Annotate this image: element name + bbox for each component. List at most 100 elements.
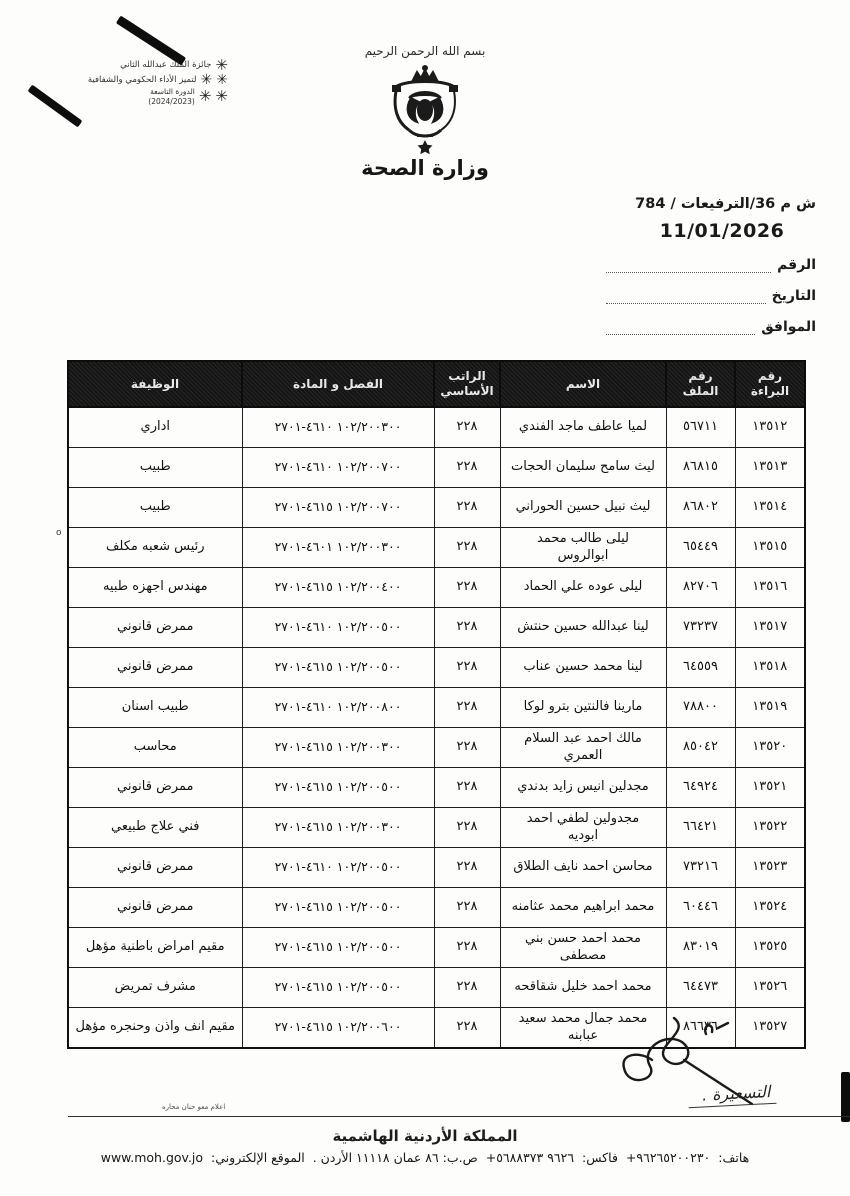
- cell-name: ليلى طالب محمد ابوالروس: [499, 527, 667, 568]
- award-line-1: جائزة الملك عبدالله الثاني: [120, 60, 212, 71]
- cell-chapter-article: ١٠٢/٢٠٠٦٠٠ ٤٦١٥-٢٧٠١: [241, 1007, 435, 1049]
- cell-salary: ٢٢٨: [433, 807, 501, 848]
- footer-tiny-note: اعلام معو حنان محاره: [162, 1103, 226, 1111]
- cell-chapter-article: ١٠٢/٢٠٠٣٠٠ ٤٦١٥-٢٧٠١: [241, 727, 435, 768]
- table-row: ١٣٥١٩ ٧٨٨٠٠ مارينا فالنتين بترو لوكا ٢٢٨ ١٠٢…: [67, 687, 806, 728]
- cell-name: لينا محمد حسين عناب: [499, 647, 667, 688]
- cell-file-no: ٥٦٧١١: [665, 406, 736, 448]
- cell-file-no: ٧٣٢٣٧: [665, 607, 736, 648]
- field-corresponding: الموافق: [606, 304, 816, 335]
- cell-salary: ٢٢٨: [433, 447, 501, 488]
- phone-number: +٩٦٢٦٥٢٠٠٢٣٠: [625, 1150, 711, 1165]
- cell-job: ممرض قانوني: [67, 847, 243, 888]
- table-row: ١٣٥١٤ ٨٦٨٠٢ ليث نبيل حسين الحوراني ٢٢٨ ١٠٢/٢…: [67, 487, 806, 528]
- cell-file-no: ٦٤٩٢٤: [665, 767, 736, 808]
- cell-name: ليث سامح سليمان الحجات: [499, 447, 667, 488]
- table-row: ١٣٥١٨ ٦٤٥٥٩ لينا محمد حسين عناب ٢٢٨ ١٠٢/٢٠٠٥…: [67, 647, 806, 688]
- cell-name: مارينا فالنتين بترو لوكا: [499, 687, 667, 728]
- column-header: الاسم: [499, 360, 667, 408]
- dotted-line: [606, 318, 756, 335]
- cell-name: محمد جمال محمد سعيد عبابنه: [499, 1007, 667, 1049]
- cell-job: ممرض قانوني: [67, 767, 243, 808]
- fax-number: +٩٦٢٦ ٥٦٨٨٣٧٣: [485, 1150, 575, 1165]
- cell-file-no: ٦٤٤٧٣: [665, 967, 736, 1008]
- table-row: ١٣٥٢٢ ٦٦٤٢١ مجدولين لطفي احمد ابوديه ٢٢٨ ١٠٢…: [67, 807, 806, 848]
- table-row: ١٣٥١٣ ٨٦٨١٥ ليث سامح سليمان الحجات ٢٢٨ ١٠٢/٢…: [67, 447, 806, 488]
- number-label: الرقم: [777, 257, 816, 273]
- cell-chapter-article: ١٠٢/٢٠٠٣٠٠ ٤٦١٠-٢٧٠١: [241, 406, 435, 448]
- cell-name: مجدولين لطفي احمد ابوديه: [499, 807, 667, 848]
- cell-file-no: ٨٥٠٤٢: [665, 727, 736, 768]
- cell-job: مقيم انف واذن وحنجره مؤهل: [67, 1007, 243, 1049]
- cell-job: ممرض قانوني: [67, 647, 243, 688]
- cell-chapter-article: ١٠٢/٢٠٠٧٠٠ ٤٦١٠-٢٧٠١: [241, 447, 435, 488]
- cell-salary: ٢٢٨: [433, 567, 501, 608]
- pobox-text: ص.ب: ٨٦ عمان ١١١١٨ الأردن .: [312, 1150, 478, 1165]
- cell-decree-no: ١٣٥٢٣: [734, 847, 806, 888]
- star-icon: ✳: [216, 72, 228, 88]
- cell-name: محمد احمد خليل شقاقحه: [499, 967, 667, 1008]
- cell-decree-no: ١٣٥١٢: [734, 406, 806, 448]
- reference-number: ش م 36/الترفيعات / 784: [635, 196, 816, 212]
- cell-salary: ٢٢٨: [433, 767, 501, 808]
- cell-file-no: ٧٨٨٠٠: [665, 687, 736, 728]
- cell-file-no: ٨٦٦٣٦: [665, 1007, 736, 1049]
- field-date: التاريخ: [606, 273, 816, 304]
- cell-decree-no: ١٣٥٢٢: [734, 807, 806, 848]
- handwritten-signature: [622, 1016, 754, 1106]
- cell-chapter-article: ١٠٢/٢٠٠٨٠٠ ٤٦١٠-٢٧٠١: [241, 687, 435, 728]
- cell-salary: ٢٢٨: [433, 687, 501, 728]
- cell-salary: ٢٢٨: [433, 967, 501, 1008]
- table-row: ١٣٥٢١ ٦٤٩٢٤ مجدلين انيس زايد بدندي ٢٢٨ ١٠٢/٢…: [67, 767, 806, 808]
- cell-salary: ٢٢٨: [433, 527, 501, 568]
- cell-name: لميا عاطف ماجد الفندي: [499, 406, 667, 448]
- cell-salary: ٢٢٨: [433, 607, 501, 648]
- cell-name: لينا عبدالله حسين حنتش: [499, 607, 667, 648]
- cell-name: ليث نبيل حسين الحوراني: [499, 487, 667, 528]
- cell-salary: ٢٢٨: [433, 647, 501, 688]
- kingdom-title: المملكة الأردنية الهاشمية: [332, 1127, 518, 1145]
- phone-label: هاتف:: [718, 1150, 750, 1165]
- cell-decree-no: ١٣٥١٦: [734, 567, 806, 608]
- cell-job: طبيب: [67, 447, 243, 488]
- cell-decree-no: ١٣٥١٨: [734, 647, 806, 688]
- cell-decree-no: ١٣٥٢٥: [734, 927, 806, 968]
- table-row: ١٣٥٢٧ ٨٦٦٣٦ محمد جمال محمد سعيد عبابنه ٢٢٨ ١…: [67, 1007, 806, 1049]
- table-row: ١٣٥٢٣ ٧٣٢١٦ محاسن احمد نايف الطلاق ٢٢٨ ١٠٢/٢…: [67, 847, 806, 888]
- cell-salary: ٢٢٨: [433, 1007, 501, 1049]
- star-icon: ✳: [198, 87, 212, 106]
- cell-decree-no: ١٣٥١٥: [734, 527, 806, 568]
- cell-job: ممرض قانوني: [67, 887, 243, 928]
- website-label: الموقع الإلكتروني:: [211, 1150, 305, 1165]
- date-label: التاريخ: [771, 288, 816, 304]
- cell-chapter-article: ١٠٢/٢٠٠٥٠٠ ٤٦١٠-٢٧٠١: [241, 607, 435, 648]
- cell-name: محمد احمد حسن بني مصطفى: [499, 927, 667, 968]
- cell-name: محاسن احمد نايف الطلاق: [499, 847, 667, 888]
- column-header: رقم الملف: [665, 360, 736, 408]
- table-row: ١٣٥١٦ ٨٢٧٠٦ ليلى عوده علي الحماد ٢٢٨ ١٠٢/٢٠٠…: [67, 567, 806, 608]
- dotted-line: [606, 256, 772, 273]
- scan-stray-mark: o: [56, 528, 62, 538]
- star-icon: ✳: [215, 56, 228, 74]
- cell-job: مهندس اجهزه طبيه: [67, 567, 243, 608]
- cell-file-no: ٨٦٨١٥: [665, 447, 736, 488]
- award-line-3: الدورة التاسعة (2024/2023): [148, 87, 195, 106]
- table-row: ١٣٥١٧ ٧٣٢٣٧ لينا عبدالله حسين حنتش ٢٢٨ ١٠٢/٢…: [67, 607, 806, 648]
- signature-annotation: التسعيرة .: [687, 1081, 777, 1109]
- cell-salary: ٢٢٨: [433, 887, 501, 928]
- cell-decree-no: ١٣٥٢٤: [734, 887, 806, 928]
- table-row: ١٣٥٢٥ ٨٣٠١٩ محمد احمد حسن بني مصطفى ٢٢٨ ١٠٢/…: [67, 927, 806, 968]
- cell-chapter-article: ١٠٢/٢٠٠٥٠٠ ٤٦١٥-٢٧٠١: [241, 767, 435, 808]
- cell-chapter-article: ١٠٢/٢٠٠٥٠٠ ٤٦١٥-٢٧٠١: [241, 887, 435, 928]
- cell-job: فني علاج طبيعي: [67, 807, 243, 848]
- jordan-coat-of-arms: [383, 64, 467, 160]
- contact-line: هاتف: +٩٦٢٦٥٢٠٠٢٣٠ فاكس: +٩٦٢٦ ٥٦٨٨٣٧٣ ص…: [0, 1150, 850, 1165]
- cell-chapter-article: ١٠٢/٢٠٠٥٠٠ ٤٦١٠-٢٧٠١: [241, 847, 435, 888]
- cell-job: ممرض قانوني: [67, 607, 243, 648]
- column-header: رقم البراءة: [734, 360, 806, 408]
- field-number: الرقم: [606, 242, 816, 273]
- cell-decree-no: ١٣٥٢٧: [734, 1007, 806, 1049]
- cell-decree-no: ١٣٥٢٠: [734, 727, 806, 768]
- cell-chapter-article: ١٠٢/٢٠٠٧٠٠ ٤٦١٥-٢٧٠١: [241, 487, 435, 528]
